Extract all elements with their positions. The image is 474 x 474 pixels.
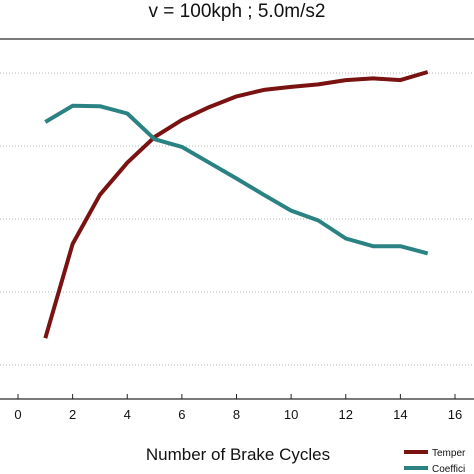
x-tick-label-10: 10 [284, 407, 298, 422]
series-line-0 [43, 70, 429, 339]
x-tick-label-2: 2 [69, 407, 76, 422]
x-tick-label-14: 14 [393, 407, 407, 422]
x-tick-label-6: 6 [178, 407, 185, 422]
x-tick-label-12: 12 [339, 407, 353, 422]
legend-label-0: Temper [432, 448, 466, 459]
x-tick-label-4: 4 [124, 407, 131, 422]
x-axis-label: Number of Brake Cycles [146, 445, 330, 464]
chart-title: v = 100kph ; 5.0m/s2 [149, 1, 326, 22]
x-tick-label-16: 16 [448, 407, 462, 422]
x-axis-ticks: 0 2 4 6 8 10 12 14 16 [14, 394, 462, 422]
series-line-1 [44, 103, 429, 256]
grid-lines [0, 72, 474, 366]
legend-label-1: Coeffici [432, 464, 465, 474]
x-tick-label-0: 0 [14, 407, 21, 422]
series-layer [43, 70, 429, 339]
x-tick-label-8: 8 [233, 407, 240, 422]
legend: Temper Coeffici [404, 448, 466, 474]
